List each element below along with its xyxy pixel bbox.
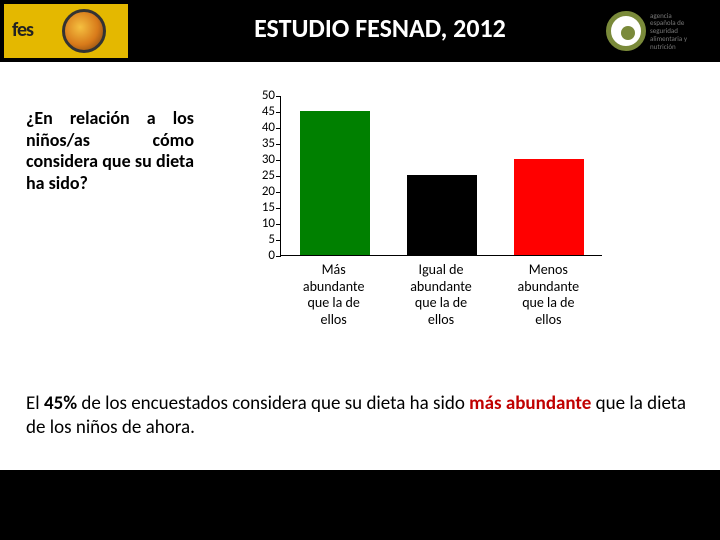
y-tick-label: 40 [247,120,275,135]
conclusion-pct: 45% [44,392,77,415]
y-tick-label: 10 [247,216,275,231]
agency-text: agencia española de seguridad alimentari… [650,12,687,50]
plot-area: 05101520253035404550 [280,96,602,256]
conclusion-text: El 45% de los encuestados considera que … [26,392,694,441]
fesnad-logo: fes [4,4,128,58]
question-text: ¿En relación a los niños/as cómo conside… [26,108,194,194]
conclusion-highlight: más abundante [469,392,591,415]
x-axis-label: Igual deabundanteque la deellos [388,262,494,328]
y-tick-label: 30 [247,152,275,167]
y-tick-label: 25 [247,168,275,183]
logo-text: fes [12,18,33,42]
y-tick-label: 35 [247,136,275,151]
bar [407,175,477,255]
bar [514,159,584,255]
conclusion-mid: de los encuestados considera que su diet… [77,392,469,415]
header-bar: fes ESTUDIO FESNAD, 2012 agencia español… [0,0,720,62]
y-tick-label: 20 [247,184,275,199]
logo-circle-icon [62,9,106,53]
bar-chart: 05101520253035404550 Másabundanteque la … [236,96,608,358]
y-tick-label: 5 [247,232,275,247]
bar [300,111,370,255]
header-title: ESTUDIO FESNAD, 2012 [180,12,580,44]
agency-swirl-icon [606,11,646,51]
conclusion-pre: El [26,392,44,415]
agency-logo: agencia española de seguridad alimentari… [606,6,714,56]
y-tick-label: 15 [247,200,275,215]
agency-line: nutrición [650,43,687,51]
y-tick-label: 0 [247,248,275,263]
footer-bar [0,470,720,540]
y-tick-label: 50 [247,88,275,103]
y-tick-label: 45 [247,104,275,119]
x-axis-label: Menosabundanteque la deellos [495,262,601,328]
x-axis-label: Másabundanteque la deellos [281,262,387,328]
